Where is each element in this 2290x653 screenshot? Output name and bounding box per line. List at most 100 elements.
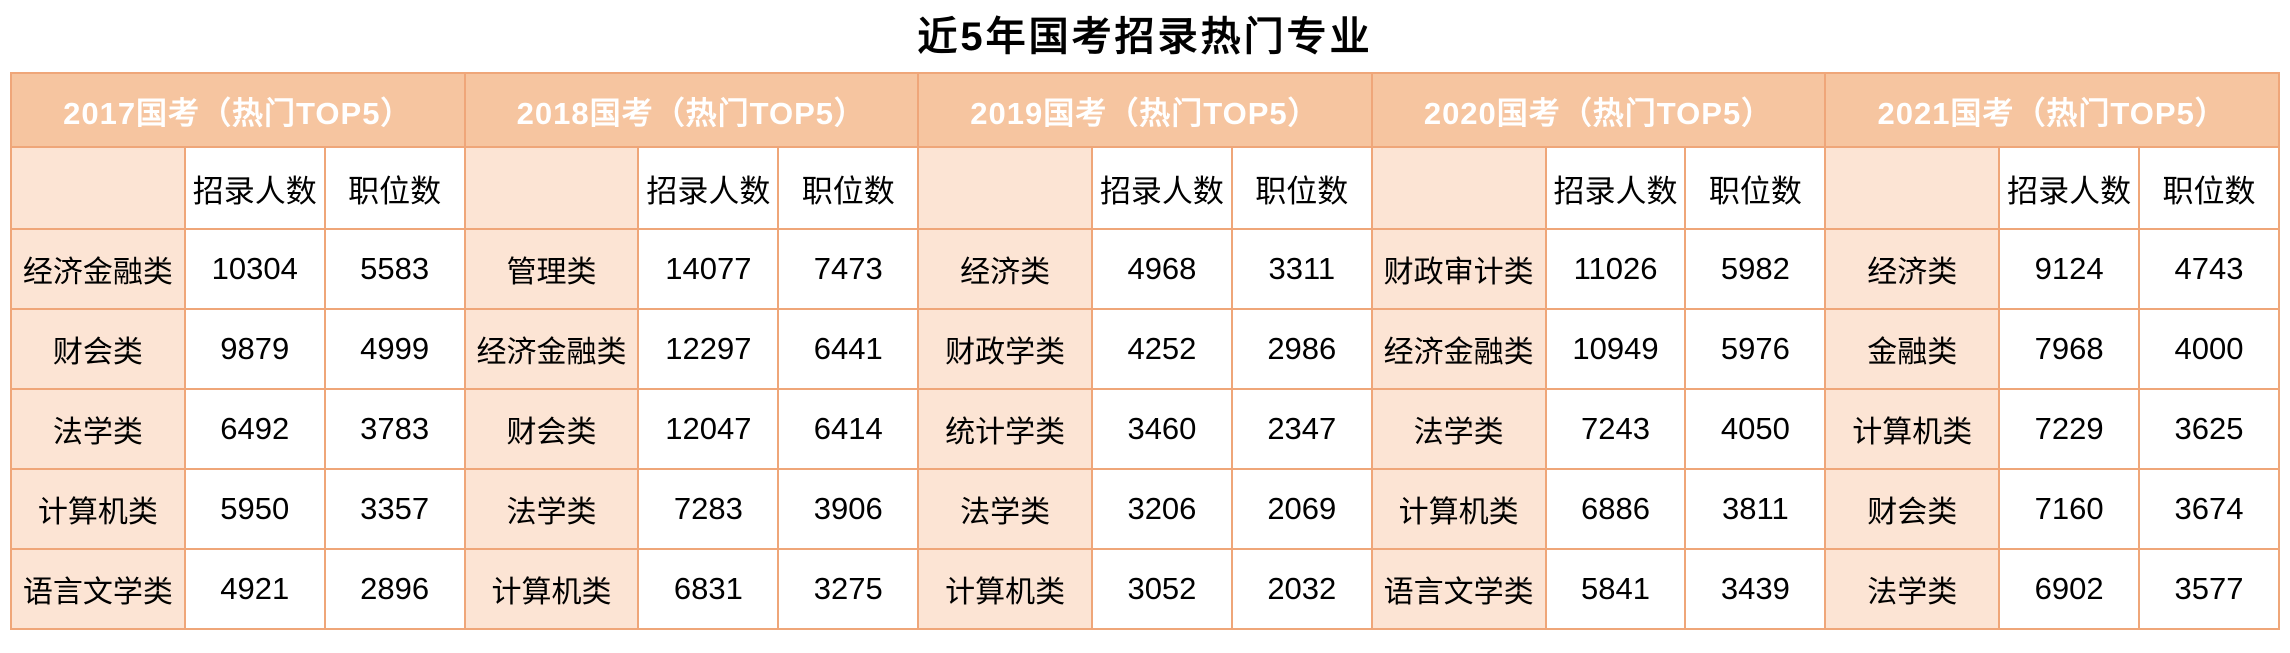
- recruit-count-cell: 6886: [1544, 468, 1687, 550]
- recruit-count-cell: 3206: [1091, 468, 1233, 550]
- position-count-cell: 4050: [1684, 388, 1827, 470]
- major-cell: 经济金融类: [463, 308, 640, 390]
- table-row: 计算机类 5950 3357 法学类 7283 3906 法学类 3206 2069 计算机类 68…: [10, 468, 2280, 550]
- year-header-row: 2017国考（热门TOP5） 2018国考（热门TOP5） 2019国考（热门TOP…: [10, 72, 2280, 148]
- position-count-cell: 2032: [1230, 548, 1373, 630]
- table-row: 法学类 6492 3783 财会类 12047 6414 统计学类 3460 2347 法学类 72…: [10, 388, 2280, 470]
- position-count-cell: 7473: [777, 228, 920, 310]
- position-count-cell: 2986: [1230, 308, 1373, 390]
- major-cell: 计算机类: [1370, 468, 1547, 550]
- recruit-count-header: 招录人数: [1998, 146, 2141, 230]
- recruit-count-cell: 12047: [637, 388, 780, 470]
- year-header-2018: 2018国考（热门TOP5）: [463, 72, 920, 148]
- major-cell: 法学类: [463, 468, 640, 550]
- recruit-count-cell: 4968: [1091, 228, 1233, 310]
- major-column-blank-header: [463, 146, 640, 230]
- recruit-count-cell: 7283: [637, 468, 780, 550]
- position-count-cell: 4000: [2138, 308, 2280, 390]
- recruit-count-cell: 14077: [637, 228, 780, 310]
- position-count-cell: 3811: [1684, 468, 1827, 550]
- major-cell: 计算机类: [10, 468, 186, 550]
- recruit-count-cell: 3052: [1091, 548, 1233, 630]
- major-column-blank-header: [917, 146, 1094, 230]
- position-count-cell: 3439: [1684, 548, 1827, 630]
- recruit-count-cell: 10304: [183, 228, 326, 310]
- position-count-cell: 3674: [2138, 468, 2280, 550]
- position-count-cell: 5982: [1684, 228, 1827, 310]
- major-cell: 经济类: [917, 228, 1094, 310]
- major-cell: 财政审计类: [1370, 228, 1547, 310]
- hot-majors-table: 2017国考（热门TOP5） 2018国考（热门TOP5） 2019国考（热门TOP…: [10, 72, 2280, 630]
- recruit-count-cell: 3460: [1091, 388, 1233, 470]
- position-count-cell: 2896: [323, 548, 466, 630]
- position-count-header: 职位数: [2138, 146, 2280, 230]
- recruit-count-cell: 6902: [1998, 548, 2141, 630]
- position-count-cell: 2069: [1230, 468, 1373, 550]
- position-count-cell: 3577: [2138, 548, 2280, 630]
- table-row: 经济金融类 10304 5583 管理类 14077 7473 经济类 4968 3311 财政审…: [10, 228, 2280, 310]
- major-cell: 法学类: [1370, 388, 1547, 470]
- year-header-2017: 2017国考（热门TOP5）: [10, 72, 466, 148]
- major-cell: 计算机类: [1824, 388, 2001, 470]
- position-count-cell: 6441: [777, 308, 920, 390]
- position-count-header: 职位数: [323, 146, 466, 230]
- major-cell: 法学类: [10, 388, 186, 470]
- recruit-count-header: 招录人数: [183, 146, 326, 230]
- year-header-2020: 2020国考（热门TOP5）: [1370, 72, 1827, 148]
- year-header-2021: 2021国考（热门TOP5）: [1824, 72, 2280, 148]
- recruit-count-header: 招录人数: [637, 146, 780, 230]
- position-count-cell: 6414: [777, 388, 920, 470]
- major-cell: 经济金融类: [1370, 308, 1547, 390]
- position-count-cell: 3275: [777, 548, 920, 630]
- major-cell: 统计学类: [917, 388, 1094, 470]
- metric-header-row: 招录人数 职位数 招录人数 职位数 招录人数 职位数 招录人数 职位数 招录人数 职位数: [10, 146, 2280, 230]
- position-count-cell: 4743: [2138, 228, 2280, 310]
- position-count-cell: 3783: [323, 388, 466, 470]
- position-count-cell: 3311: [1230, 228, 1373, 310]
- recruit-count-cell: 7229: [1998, 388, 2141, 470]
- recruit-count-header: 招录人数: [1091, 146, 1233, 230]
- major-cell: 计算机类: [463, 548, 640, 630]
- recruit-count-cell: 10949: [1544, 308, 1687, 390]
- table-row: 语言文学类 4921 2896 计算机类 6831 3275 计算机类 3052 2032 语言文…: [10, 548, 2280, 630]
- position-count-header: 职位数: [1230, 146, 1373, 230]
- major-cell: 财会类: [1824, 468, 2001, 550]
- position-count-cell: 4999: [323, 308, 466, 390]
- page: 近5年国考招录热门专业 2017国考（热门TOP5） 2018国考（热门TOP5）…: [10, 15, 2280, 630]
- major-cell: 计算机类: [917, 548, 1094, 630]
- major-cell: 财会类: [10, 308, 186, 390]
- major-cell: 法学类: [1824, 548, 2001, 630]
- major-column-blank-header: [10, 146, 186, 230]
- major-cell: 经济金融类: [10, 228, 186, 310]
- major-cell: 金融类: [1824, 308, 2001, 390]
- major-cell: 法学类: [917, 468, 1094, 550]
- recruit-count-cell: 7243: [1544, 388, 1687, 470]
- recruit-count-cell: 4252: [1091, 308, 1233, 390]
- recruit-count-cell: 6831: [637, 548, 780, 630]
- major-column-blank-header: [1370, 146, 1547, 230]
- page-title: 近5年国考招录热门专业: [917, 15, 1373, 59]
- year-header-2019: 2019国考（热门TOP5）: [917, 72, 1373, 148]
- major-cell: 管理类: [463, 228, 640, 310]
- major-column-blank-header: [1824, 146, 2001, 230]
- major-cell: 语言文学类: [10, 548, 186, 630]
- recruit-count-header: 招录人数: [1544, 146, 1687, 230]
- recruit-count-cell: 6492: [183, 388, 326, 470]
- recruit-count-cell: 12297: [637, 308, 780, 390]
- recruit-count-cell: 4921: [183, 548, 326, 630]
- major-cell: 经济类: [1824, 228, 2001, 310]
- recruit-count-cell: 5950: [183, 468, 326, 550]
- recruit-count-cell: 9879: [183, 308, 326, 390]
- position-count-cell: 5976: [1684, 308, 1827, 390]
- position-count-cell: 3906: [777, 468, 920, 550]
- position-count-cell: 3357: [323, 468, 466, 550]
- recruit-count-cell: 9124: [1998, 228, 2141, 310]
- major-cell: 财会类: [463, 388, 640, 470]
- position-count-cell: 5583: [323, 228, 466, 310]
- position-count-cell: 3625: [2138, 388, 2280, 470]
- recruit-count-cell: 5841: [1544, 548, 1687, 630]
- major-cell: 财政学类: [917, 308, 1094, 390]
- position-count-header: 职位数: [1684, 146, 1827, 230]
- recruit-count-cell: 11026: [1544, 228, 1687, 310]
- position-count-cell: 2347: [1230, 388, 1373, 470]
